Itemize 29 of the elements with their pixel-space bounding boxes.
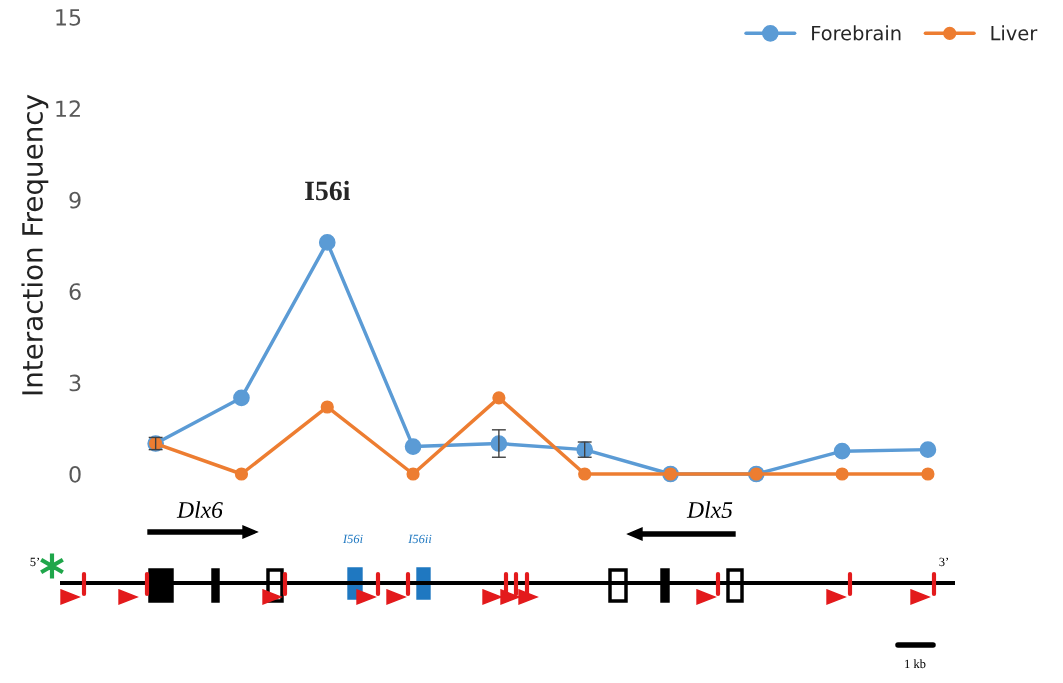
legend-label: Forebrain [812, 25, 901, 41]
text: I56ii [408, 534, 432, 544]
legend-label: Liver [991, 25, 1038, 41]
point [318, 234, 336, 251]
point [233, 389, 250, 407]
point [404, 438, 422, 455]
y-tick-label: 15 [56, 9, 81, 26]
text: 3’ [939, 557, 948, 567]
y-tick-label: 3 [69, 374, 81, 392]
text: 1 kb [905, 659, 926, 669]
y-tick-label: 0 [69, 465, 81, 483]
y-axis-title: Interaction Frequency [21, 94, 49, 395]
y-tick-label: 12 [56, 100, 80, 117]
point [833, 442, 851, 460]
text: Dlx5 [686, 501, 733, 518]
point [406, 467, 420, 481]
point [835, 467, 849, 481]
point [578, 467, 592, 481]
text: Dlx6 [176, 501, 223, 518]
point [492, 391, 506, 405]
point [320, 400, 334, 414]
point [919, 441, 937, 458]
point [921, 467, 935, 481]
annotation: I56i [305, 180, 351, 201]
text: I56i [342, 534, 363, 544]
y-tick-label: 6 [69, 283, 81, 300]
y-tick-label: 9 [69, 191, 81, 209]
point [234, 467, 249, 481]
text: 5’ [30, 557, 39, 567]
